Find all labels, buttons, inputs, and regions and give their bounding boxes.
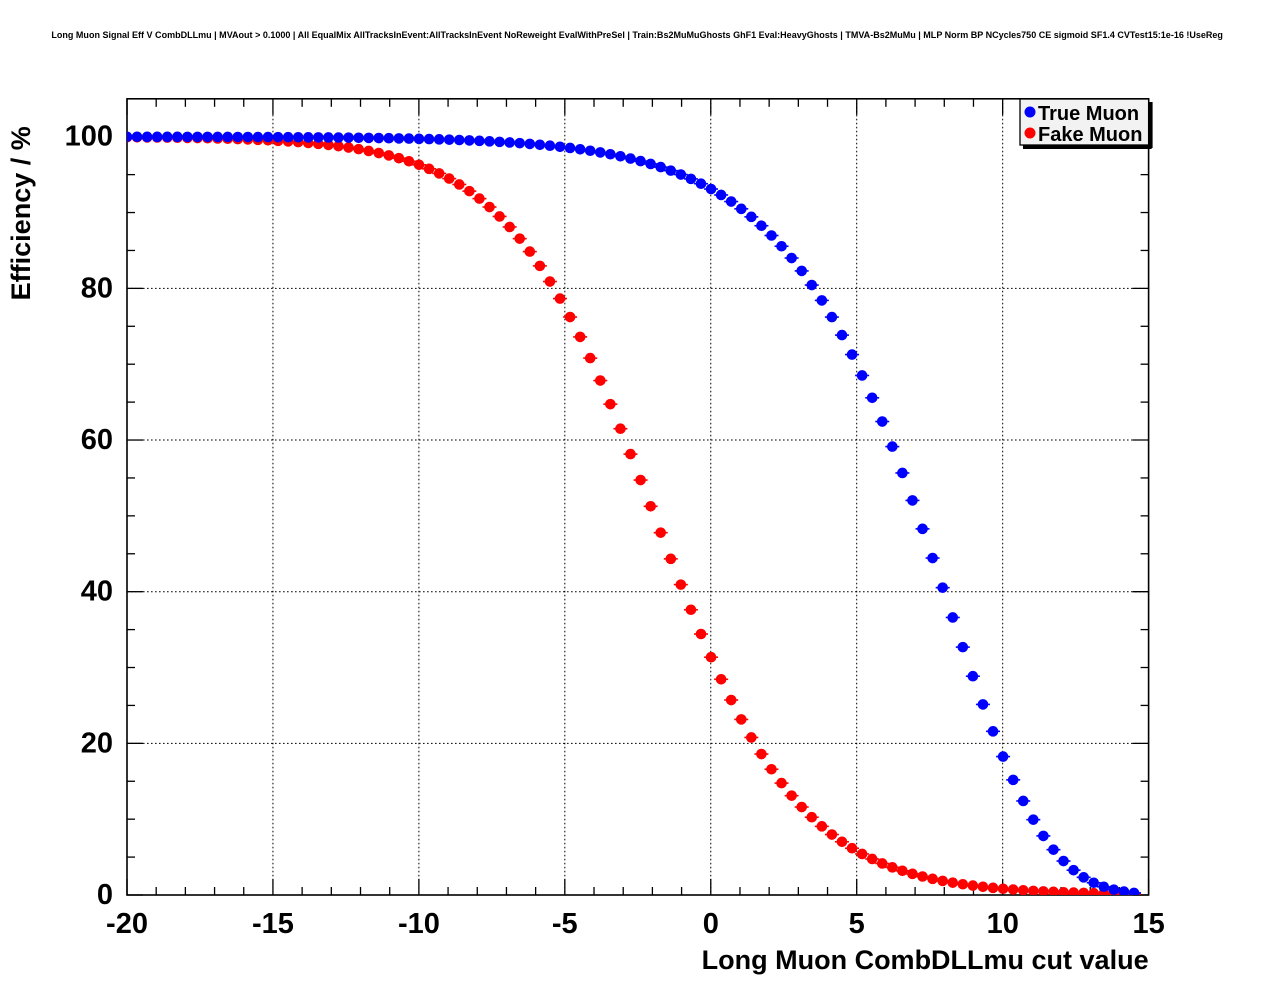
svg-text:80: 80 [81, 272, 113, 304]
svg-text:-10: -10 [398, 908, 440, 940]
svg-text:0: 0 [97, 879, 113, 911]
svg-text:Long Muon CombDLLmu cut value: Long Muon CombDLLmu cut value [702, 945, 1149, 975]
svg-text:-15: -15 [252, 908, 294, 940]
svg-text:20: 20 [81, 727, 113, 759]
svg-text:15: 15 [1132, 908, 1164, 940]
svg-text:True Muon: True Muon [1038, 103, 1139, 125]
svg-text:Fake Muon: Fake Muon [1038, 124, 1142, 146]
svg-text:10: 10 [987, 908, 1019, 940]
svg-text:60: 60 [81, 424, 113, 456]
svg-text:0: 0 [703, 908, 719, 940]
svg-text:-5: -5 [552, 908, 578, 940]
svg-text:40: 40 [81, 576, 113, 608]
svg-text:5: 5 [849, 908, 865, 940]
svg-text:-20: -20 [106, 908, 148, 940]
svg-text:Efficiency / %: Efficiency / % [6, 126, 36, 300]
svg-text:100: 100 [65, 121, 113, 153]
